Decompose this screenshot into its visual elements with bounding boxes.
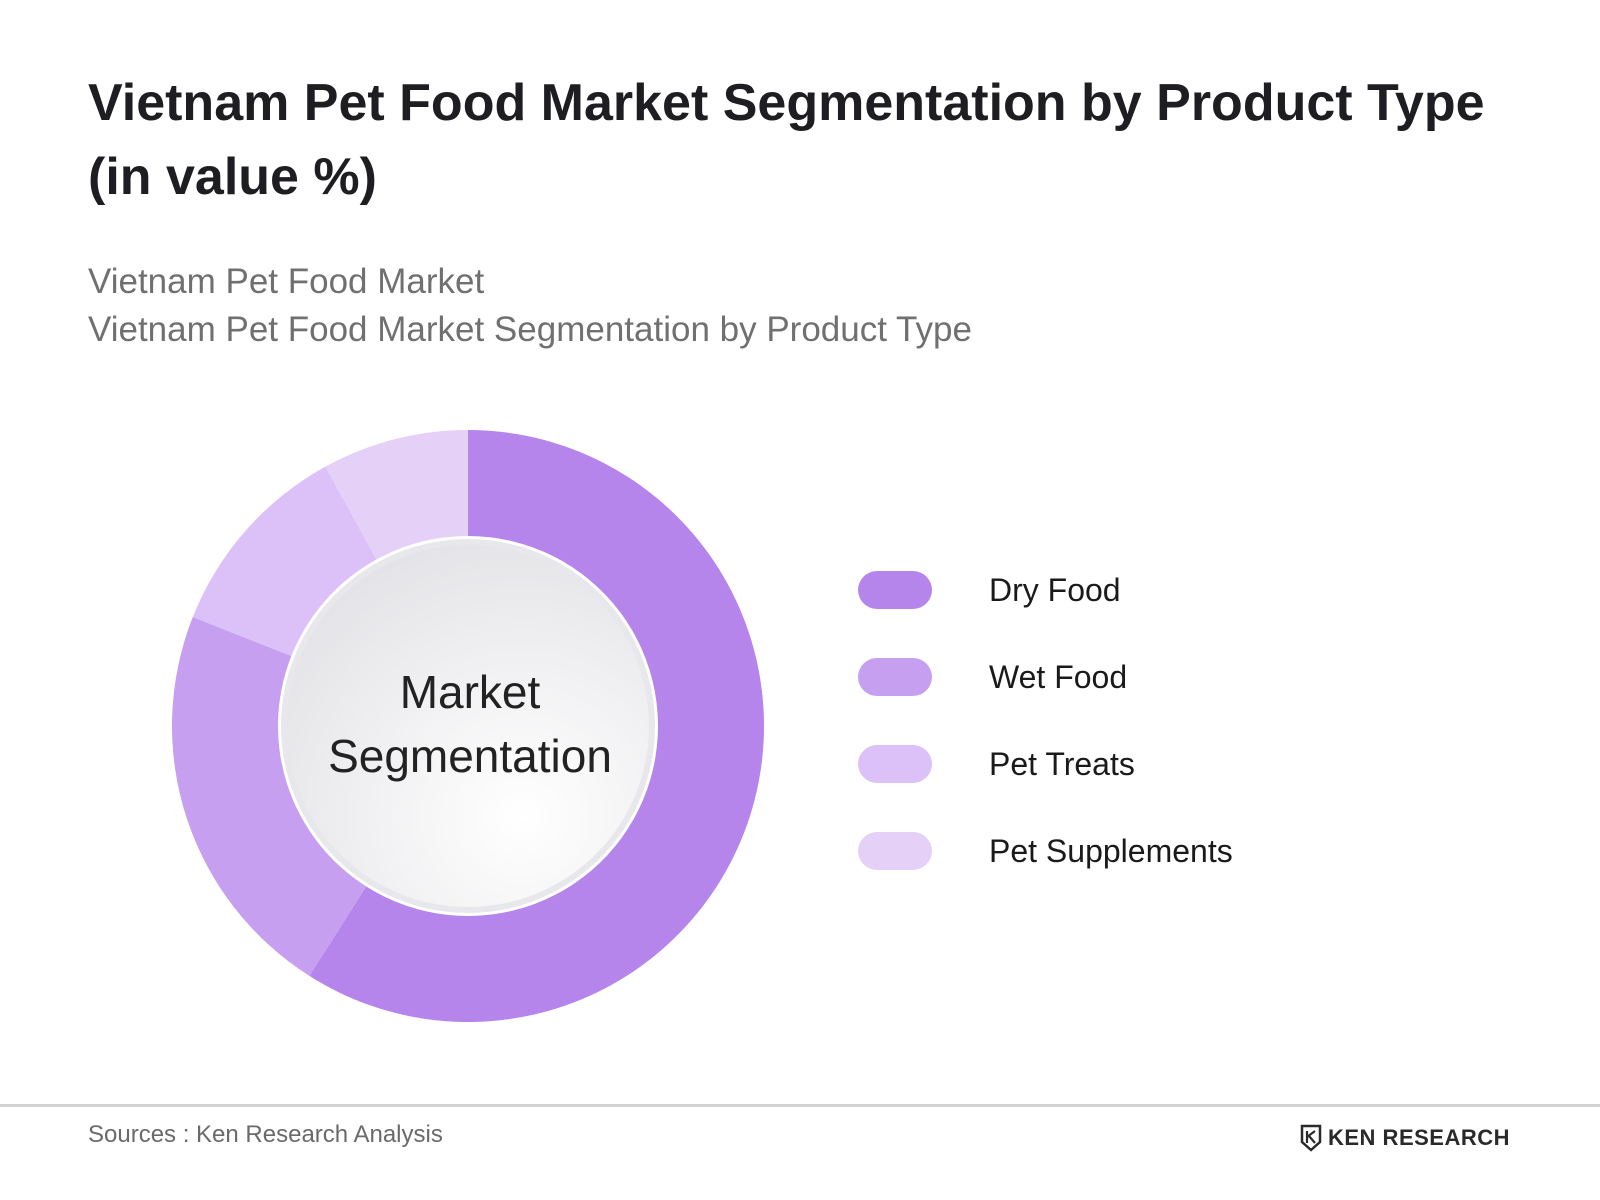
- chart-title: Vietnam Pet Food Market Segmentation by …: [88, 74, 1485, 206]
- legend-item-dry-food: Dry Food: [858, 570, 1378, 610]
- legend-label-pet-treats: Pet Treats: [989, 745, 1135, 782]
- donut-center: [287, 545, 649, 907]
- chart-subtitle: Vietnam Pet Food Market Vietnam Pet Food…: [88, 258, 1388, 354]
- legend-label-dry-food: Dry Food: [989, 571, 1121, 608]
- center-label-line-2: Segmentation: [328, 730, 612, 782]
- ken-research-logo: KEN RESEARCH: [1300, 1124, 1510, 1152]
- legend-item-pet-supplements: Pet Supplements: [858, 831, 1378, 871]
- slice-wet-food: [172, 617, 367, 976]
- legend-swatch-wet-food: [858, 658, 932, 696]
- center-label-line-1: Market: [399, 666, 541, 718]
- legend-item-wet-food: Wet Food: [858, 657, 1378, 697]
- legend-swatch-pet-supplements: [858, 832, 932, 870]
- logo-text: KEN RESEARCH: [1328, 1125, 1511, 1150]
- donut-slices: [172, 430, 764, 1022]
- subtitle-line-2: Vietnam Pet Food Market Segmentation by …: [88, 310, 972, 349]
- slice-pet-treats: [192, 466, 377, 657]
- legend-item-pet-treats: Pet Treats: [858, 744, 1378, 784]
- logo-mark-icon: [1300, 1124, 1322, 1152]
- legend-label-wet-food: Wet Food: [989, 658, 1128, 695]
- legend-swatch-dry-food: [858, 571, 932, 609]
- legend-swatch-pet-treats: [858, 745, 932, 783]
- slice-dry-food: [309, 430, 764, 1022]
- source-note: Sources : Ken Research Analysis: [88, 1121, 443, 1148]
- legend-label-pet-supplements: Pet Supplements: [989, 832, 1233, 869]
- footer-divider: [0, 1104, 1600, 1107]
- slice-pet-supplements: [325, 430, 468, 560]
- donut-center-label: Market Segmentation: [300, 660, 640, 788]
- subtitle-line-1: Vietnam Pet Food Market: [88, 262, 485, 301]
